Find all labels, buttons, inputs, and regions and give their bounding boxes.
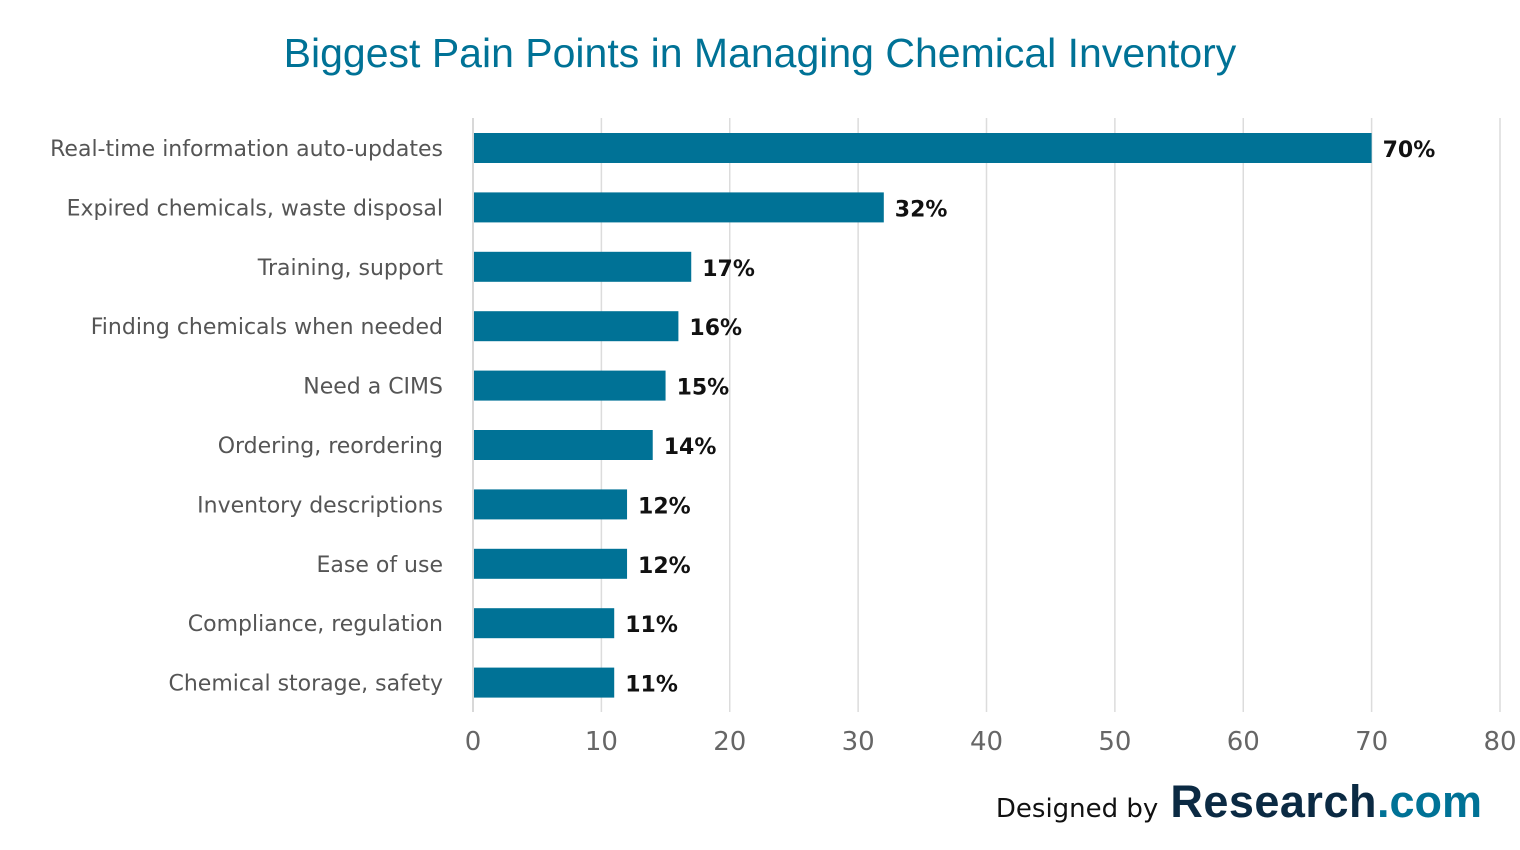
data-label: 12% [638, 494, 691, 519]
category-label: Ordering, reordering [218, 434, 443, 459]
x-tick-label: 60 [1227, 727, 1260, 757]
x-tick-label: 10 [585, 727, 618, 757]
bar [474, 192, 884, 223]
x-tick-label: 80 [1483, 727, 1516, 757]
x-tick-label: 40 [970, 727, 1003, 757]
category-label: Compliance, regulation [188, 612, 443, 637]
chart-title: Biggest Pain Points in Managing Chemical… [283, 30, 1237, 76]
x-tick-label: 0 [465, 727, 482, 757]
bar [474, 311, 679, 342]
bar [474, 608, 615, 639]
category-label: Need a CIMS [303, 375, 443, 400]
x-tick-label: 20 [713, 727, 746, 757]
category-label: Chemical storage, safety [169, 672, 444, 697]
category-label: Inventory descriptions [197, 493, 443, 518]
x-tick-label: 50 [1098, 727, 1131, 757]
category-label: Training, support [257, 256, 444, 281]
brand-logo-text: Research [1170, 776, 1377, 827]
data-label: 70% [1383, 138, 1436, 163]
category-label: Expired chemicals, waste disposal [67, 196, 443, 221]
data-label: 15% [677, 376, 730, 401]
bar [474, 548, 628, 579]
bar [474, 133, 1372, 163]
x-tick-label: 30 [842, 727, 875, 757]
bar [474, 667, 615, 698]
credit: Designed by Research .com [996, 776, 1482, 828]
data-label: 14% [664, 435, 717, 460]
bars [474, 133, 1372, 698]
data-label: 17% [702, 257, 755, 282]
category-label: Ease of use [316, 553, 443, 578]
bar [474, 370, 666, 401]
bar [474, 489, 628, 520]
category-label: Real-time information auto-updates [50, 137, 443, 162]
bar [474, 430, 653, 460]
labels: 0 10 20 30 40 50 60 70 80 Real-time information a… [50, 137, 1516, 757]
data-label: 11% [625, 613, 678, 638]
data-label: 11% [625, 673, 678, 698]
credit-prefix: Designed by [995, 794, 1159, 824]
data-label: 12% [638, 554, 691, 579]
data-label: 32% [895, 197, 948, 222]
x-tick-label: 70 [1355, 727, 1388, 757]
category-label: Finding chemicals when needed [91, 315, 443, 340]
brand-logo-tld: .com [1376, 776, 1482, 827]
data-label: 16% [689, 316, 742, 341]
bar [474, 251, 692, 282]
